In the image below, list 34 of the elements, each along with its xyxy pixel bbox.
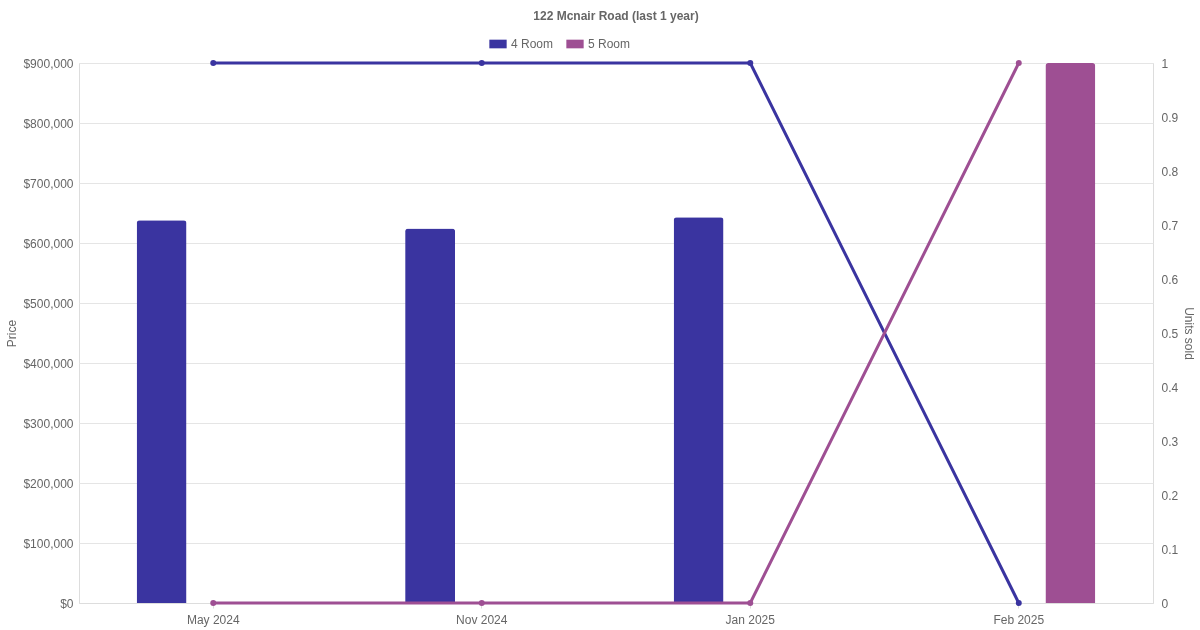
y-tick-label: $200,000	[23, 476, 74, 491]
y2-tick-label: 0.4	[1161, 380, 1179, 395]
y-tick-label: $0	[60, 596, 74, 611]
x-tick-label: May 2024	[186, 612, 240, 627]
y-axis-title: Price	[5, 319, 20, 348]
y2-tick-label: 0.2	[1161, 488, 1179, 503]
y2-tick-label: 0.5	[1161, 326, 1179, 341]
y-tick-label: $600,000	[23, 236, 74, 251]
legend-label: 4 Room	[511, 37, 554, 51]
y2-tick-label: 0.7	[1161, 218, 1179, 233]
y-tick-label: $700,000	[23, 176, 74, 191]
y-tick-label: $100,000	[23, 536, 74, 551]
bar	[136, 220, 187, 603]
y2-tick-label: 0.8	[1161, 164, 1179, 179]
y2-tick-label: 0.3	[1161, 434, 1179, 449]
y-tick-label: $400,000	[23, 356, 74, 371]
y2-tick-label: 0	[1161, 596, 1169, 611]
y2-tick-label: 0.6	[1161, 272, 1179, 287]
y-tick-label: $500,000	[23, 296, 74, 311]
y2-tick-label: 0.9	[1161, 110, 1179, 125]
bar	[673, 217, 724, 603]
y-tick-label: $300,000	[23, 416, 74, 431]
y-tick-label: $900,000	[23, 56, 74, 71]
x-tick-label: Nov 2024	[456, 612, 508, 627]
x-tick-label: Feb 2025	[993, 612, 1045, 627]
y2-tick-label: 0.1	[1161, 542, 1179, 557]
y-tick-label: $800,000	[23, 116, 74, 131]
legend-label: 5 Room	[588, 37, 631, 51]
y2-tick-label: 1	[1161, 56, 1169, 71]
chart-title: 122 Mcnair Road (last 1 year)	[533, 9, 699, 23]
y2-axis-title: Units sold	[1182, 307, 1197, 360]
bar	[1045, 63, 1096, 603]
bar	[405, 228, 456, 603]
x-tick-label: Jan 2025	[725, 612, 776, 627]
